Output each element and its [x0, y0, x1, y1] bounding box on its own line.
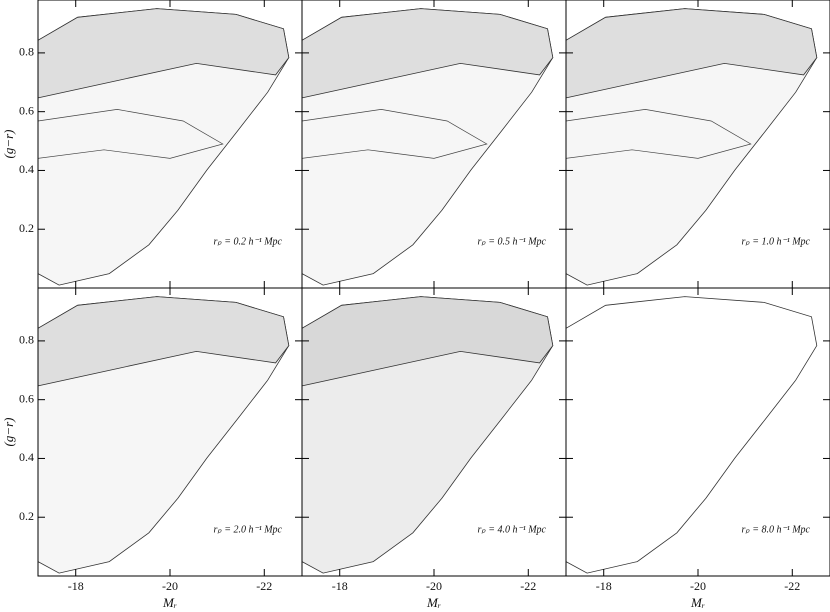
x-tick-label: -18 — [596, 579, 612, 593]
contour-line — [301, 109, 488, 159]
panel: -18 -20 -22 rₚ = 8.0 h⁻¹ Mpc Mᵣ — [565, 287, 830, 610]
y-tick-label: 0.2 — [19, 221, 34, 235]
contour-line — [565, 109, 752, 159]
panel: 0.2 0.4 0.6 0.8 rₚ = 0.2 h⁻¹ Mpc (g−r) — [1, 0, 303, 289]
annotation: rₚ = 2.0 h⁻¹ Mpc — [214, 524, 283, 535]
y-tick-label: 0.2 — [19, 509, 34, 523]
y-tick-label: 0.6 — [19, 391, 34, 405]
y-axis-label: (g−r) — [1, 130, 16, 159]
x-tick-label: -18 — [332, 579, 348, 593]
y-tick-label: 0.8 — [19, 45, 34, 59]
panel: rₚ = 0.5 h⁻¹ Mpc — [301, 0, 567, 289]
contour-line — [37, 109, 224, 159]
x-tick-label: -18 — [68, 579, 84, 593]
panel: -18 -20 -22 rₚ = 4.0 h⁻¹ Mpc Mᵣ — [301, 287, 567, 610]
y-tick-label: 0.8 — [19, 333, 34, 347]
panel: rₚ = 1.0 h⁻¹ Mpc — [565, 0, 830, 289]
y-axis-label: (g−r) — [1, 418, 16, 447]
x-axis-label: Mᵣ — [690, 595, 705, 610]
contour-band — [37, 8, 290, 99]
x-axis-label: Mᵣ — [162, 595, 177, 610]
contour-band — [565, 8, 818, 99]
x-tick-label: -22 — [784, 579, 800, 593]
annotation: rₚ = 1.0 h⁻¹ Mpc — [742, 236, 811, 247]
y-tick-label: 0.4 — [19, 450, 34, 464]
x-tick-label: -22 — [256, 579, 272, 593]
annotation: rₚ = 0.2 h⁻¹ Mpc — [214, 236, 283, 247]
x-tick-label: -20 — [162, 579, 178, 593]
contour-band — [301, 8, 554, 99]
annotation: rₚ = 8.0 h⁻¹ Mpc — [742, 524, 811, 535]
x-tick-label: -22 — [520, 579, 536, 593]
panel: -18 -20 -22 0.2 0.4 0.6 0.8 rₚ = 2.0 h⁻¹ Mpc Mᵣ (… — [1, 287, 303, 610]
x-tick-label: -20 — [426, 579, 442, 593]
contour-band — [37, 296, 290, 387]
contour-band — [301, 296, 554, 387]
annotation: rₚ = 4.0 h⁻¹ Mpc — [478, 524, 547, 535]
y-tick-label: 0.6 — [19, 103, 34, 117]
x-axis-label: Mᵣ — [426, 595, 441, 610]
x-tick-label: -20 — [690, 579, 706, 593]
y-tick-label: 0.4 — [19, 162, 34, 176]
annotation: rₚ = 0.5 h⁻¹ Mpc — [478, 236, 547, 247]
